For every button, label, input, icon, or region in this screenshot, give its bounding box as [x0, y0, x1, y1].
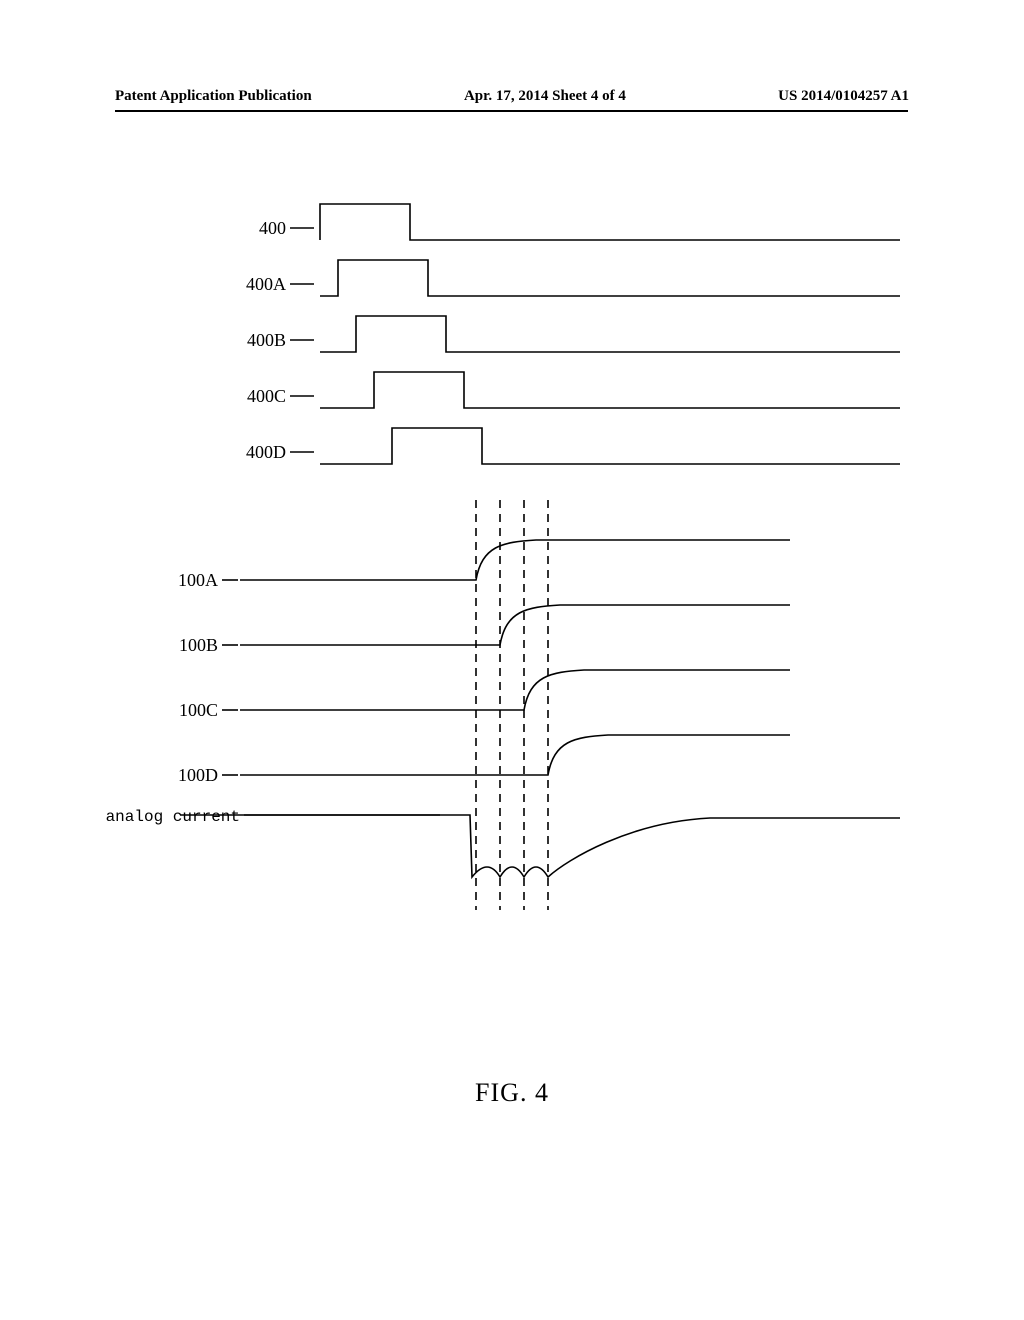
- trace-400B: [320, 316, 900, 352]
- trace-100D: [240, 735, 790, 775]
- figure-caption: FIG. 4: [0, 1078, 1024, 1108]
- diagram-svg: 400400A400B400C400D100A100B100C100Danalo…: [110, 190, 914, 970]
- label-100B: 100B: [179, 635, 218, 655]
- header-left: Patent Application Publication: [115, 88, 312, 105]
- trace-400D: [320, 428, 900, 464]
- label-400C: 400C: [247, 386, 286, 406]
- timing-diagram: 400400A400B400C400D100A100B100C100Danalo…: [110, 190, 914, 970]
- trace-100B: [240, 605, 790, 645]
- label-400D: 400D: [246, 442, 286, 462]
- header-center: Apr. 17, 2014 Sheet 4 of 4: [464, 88, 626, 105]
- label-400B: 400B: [247, 330, 286, 350]
- label-400: 400: [259, 218, 286, 238]
- trace-400A: [320, 260, 900, 296]
- header-right: US 2014/0104257 A1: [778, 88, 909, 105]
- trace-100C: [240, 670, 790, 710]
- label-100A: 100A: [178, 570, 218, 590]
- header-rule: [115, 110, 908, 112]
- label-100C: 100C: [179, 700, 218, 720]
- page-header: Patent Application Publication Apr. 17, …: [0, 88, 1024, 105]
- trace-400C: [320, 372, 900, 408]
- label-analog-current: analog current: [106, 808, 240, 826]
- figure-caption-text: FIG. 4: [475, 1078, 549, 1107]
- label-400A: 400A: [246, 274, 286, 294]
- trace-analog-current: [180, 815, 900, 877]
- label-100D: 100D: [178, 765, 218, 785]
- trace-400: [320, 204, 900, 240]
- trace-100A: [240, 540, 790, 580]
